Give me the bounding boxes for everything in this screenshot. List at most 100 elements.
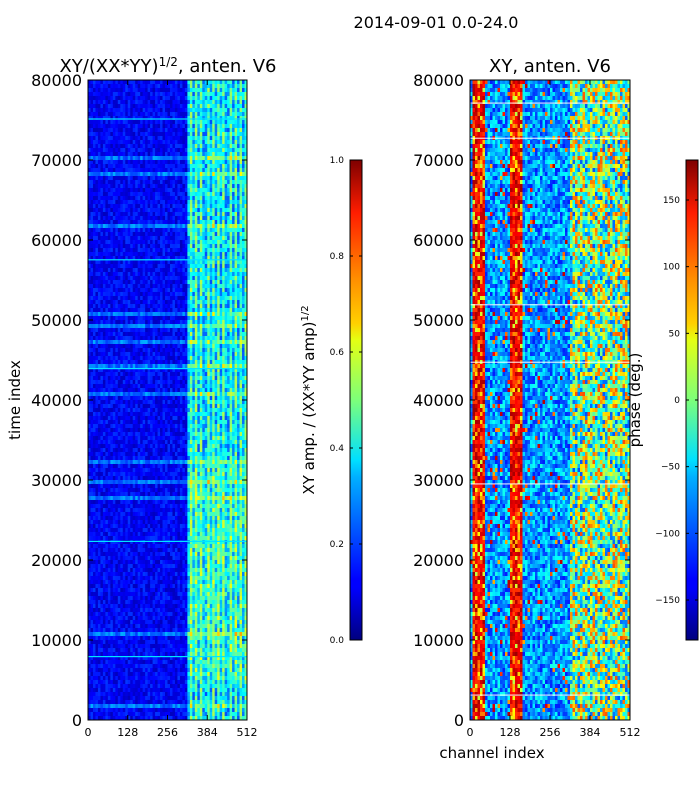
heatmap-cell xyxy=(115,364,119,369)
heatmap-cell xyxy=(199,356,203,361)
heatmap-cell xyxy=(202,228,206,233)
heatmap-cell xyxy=(167,120,171,125)
heatmap-cell xyxy=(177,84,181,89)
heatmap-cell xyxy=(207,272,211,277)
heatmap-cell xyxy=(127,276,131,281)
heatmap-cell xyxy=(167,328,171,333)
heatmap-cell xyxy=(242,104,245,109)
heatmap-cell xyxy=(100,124,104,129)
heatmap-cell xyxy=(212,240,216,245)
heatmap-cell xyxy=(110,360,114,365)
heatmap-cell xyxy=(88,272,91,277)
heatmap-cell xyxy=(189,92,193,97)
heatmap-cell xyxy=(155,176,158,181)
heatmap-cell xyxy=(197,152,201,157)
heatmap-cell xyxy=(152,112,156,117)
heatmap-cell xyxy=(92,100,96,105)
heatmap-cell xyxy=(204,316,208,321)
heatmap-cell xyxy=(189,324,193,329)
heatmap-cell xyxy=(135,276,139,281)
heatmap-cell xyxy=(115,240,119,245)
heatmap-cell xyxy=(182,316,186,321)
heatmap-cell xyxy=(145,120,149,125)
heatmap-cell xyxy=(95,260,99,265)
heatmap-cell xyxy=(194,144,198,149)
heatmap-cell xyxy=(227,296,231,301)
heatmap-cell xyxy=(102,280,106,285)
heatmap-cell xyxy=(244,332,247,337)
heatmap-cell xyxy=(212,228,216,233)
heatmap-cell xyxy=(242,276,245,281)
heatmap-cell xyxy=(142,336,146,341)
heatmap-cell xyxy=(194,324,198,329)
heatmap-cell xyxy=(204,116,208,121)
heatmap-cell xyxy=(169,212,173,217)
heatmap-cell xyxy=(142,300,146,305)
heatmap-cell xyxy=(202,256,206,261)
heatmap-cell xyxy=(112,300,116,305)
heatmap-cell xyxy=(140,80,144,85)
heatmap-cell xyxy=(194,152,198,157)
heatmap-cell xyxy=(182,116,186,121)
heatmap-cell xyxy=(155,200,158,205)
heatmap-cell xyxy=(95,116,99,121)
heatmap-cell xyxy=(179,344,183,349)
heatmap-cell xyxy=(102,384,106,389)
heatmap-cell xyxy=(189,344,193,349)
heatmap-cell xyxy=(157,184,161,189)
heatmap-cell xyxy=(167,124,171,129)
heatmap-cell xyxy=(177,344,181,349)
heatmap-cell xyxy=(224,232,228,237)
heatmap-cell xyxy=(127,264,131,269)
heatmap-cell xyxy=(169,216,173,221)
heatmap-cell xyxy=(234,240,238,245)
heatmap-cell xyxy=(184,132,188,137)
heatmap-cell xyxy=(92,292,96,297)
heatmap-cell xyxy=(97,84,101,89)
heatmap-cell xyxy=(207,140,211,145)
heatmap-cell xyxy=(142,140,146,145)
heatmap-cell xyxy=(105,360,109,365)
heatmap-cell xyxy=(244,276,247,281)
heatmap-cell xyxy=(162,224,166,229)
heatmap-cell xyxy=(214,336,218,341)
heatmap-cell xyxy=(125,372,129,377)
heatmap-cell xyxy=(229,320,233,325)
heatmap-cell xyxy=(135,100,139,105)
heatmap-cell xyxy=(237,88,240,93)
heatmap-cell xyxy=(105,220,109,225)
heatmap-cell xyxy=(162,344,166,349)
heatmap-cell xyxy=(172,204,176,209)
heatmap-cell xyxy=(97,144,101,149)
heatmap-cell xyxy=(182,180,186,185)
heatmap-cell xyxy=(182,136,186,141)
heatmap-cell xyxy=(209,356,213,361)
heatmap-cell xyxy=(107,332,111,337)
heatmap-cell xyxy=(100,144,104,149)
heatmap-cell xyxy=(140,308,144,313)
heatmap-cell xyxy=(237,116,240,121)
heatmap-cell xyxy=(244,280,247,285)
heatmap-cell xyxy=(232,124,235,129)
heatmap-cell xyxy=(165,324,168,329)
heatmap-cell xyxy=(95,240,99,245)
heatmap-cell xyxy=(105,356,109,361)
heatmap-cell xyxy=(204,196,208,201)
heatmap-cell xyxy=(189,172,193,177)
heatmap-cell xyxy=(242,244,245,249)
heatmap-cell xyxy=(239,116,243,121)
heatmap-cell xyxy=(197,356,201,361)
heatmap-cell xyxy=(97,104,101,109)
heatmap-cell xyxy=(239,112,243,117)
heatmap-cell xyxy=(95,232,99,237)
heatmap-cell xyxy=(224,140,228,145)
heatmap-cell xyxy=(212,272,216,277)
heatmap-cell xyxy=(137,144,141,149)
heatmap-cell xyxy=(234,340,238,345)
heatmap-cell xyxy=(194,176,198,181)
heatmap-cell xyxy=(152,136,156,141)
heatmap-cell xyxy=(192,380,196,385)
heatmap-cell xyxy=(127,136,131,141)
heatmap-cell xyxy=(187,340,191,345)
heatmap-cell xyxy=(100,364,104,369)
